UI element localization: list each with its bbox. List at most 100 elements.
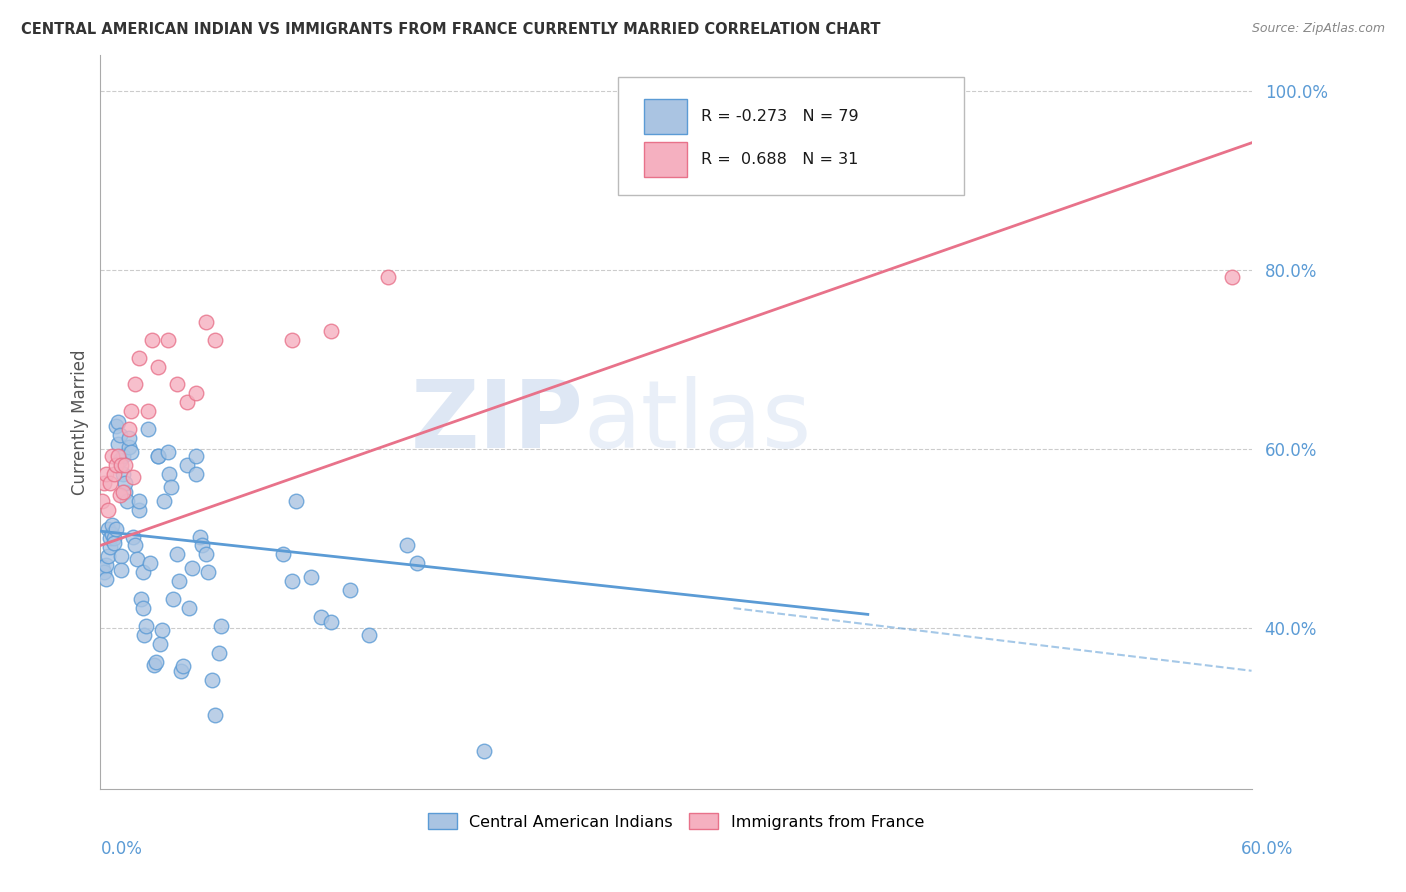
Point: [186, 449, 208, 463]
Text: R = -0.273   N = 79: R = -0.273 N = 79: [702, 110, 859, 124]
Point: [319, 324, 342, 338]
Point: [114, 458, 136, 472]
Point: [201, 673, 224, 687]
Point: [128, 351, 150, 365]
Point: [124, 377, 146, 392]
Point: [176, 458, 198, 472]
Point: [91, 493, 114, 508]
Point: [122, 470, 145, 484]
Text: CENTRAL AMERICAN INDIAN VS IMMIGRANTS FROM FRANCE CURRENTLY MARRIED CORRELATION : CENTRAL AMERICAN INDIAN VS IMMIGRANTS FR…: [21, 22, 880, 37]
Point: [110, 458, 132, 472]
Point: [135, 619, 157, 633]
Point: [156, 333, 179, 347]
Point: [167, 574, 190, 589]
Point: [146, 359, 169, 374]
Point: [339, 583, 361, 598]
Point: [406, 557, 429, 571]
Point: [98, 475, 121, 490]
Point: [299, 570, 322, 584]
Point: [94, 572, 117, 586]
Point: [377, 270, 399, 285]
Point: [204, 333, 226, 347]
Point: [103, 532, 125, 546]
Point: [108, 488, 131, 502]
Point: [131, 601, 153, 615]
Point: [107, 415, 129, 429]
Text: 60.0%: 60.0%: [1241, 840, 1294, 858]
Point: [114, 475, 136, 490]
Point: [110, 549, 132, 564]
Y-axis label: Currently Married: Currently Married: [72, 350, 89, 495]
Point: [103, 536, 125, 550]
Point: [281, 574, 304, 589]
Point: [104, 419, 127, 434]
Point: [472, 744, 495, 758]
Point: [285, 493, 308, 508]
Point: [136, 422, 159, 436]
Point: [156, 444, 179, 458]
Point: [194, 548, 217, 562]
Point: [150, 624, 173, 638]
Point: [172, 659, 194, 673]
Point: [145, 655, 167, 669]
Point: [122, 530, 145, 544]
Point: [93, 475, 115, 490]
Point: [118, 422, 141, 436]
Point: [149, 637, 172, 651]
Point: [177, 601, 200, 615]
Point: [94, 467, 117, 481]
Point: [166, 548, 188, 562]
Point: [125, 552, 148, 566]
Point: [208, 646, 231, 660]
Point: [128, 493, 150, 508]
Point: [281, 333, 304, 347]
Point: [191, 539, 214, 553]
Point: [101, 526, 124, 541]
Text: R =  0.688   N = 31: R = 0.688 N = 31: [702, 152, 859, 167]
Point: [309, 610, 332, 624]
Point: [141, 333, 163, 347]
Point: [108, 452, 131, 467]
Point: [396, 539, 419, 553]
Point: [160, 480, 183, 494]
Legend: Central American Indians, Immigrants from France: Central American Indians, Immigrants fro…: [422, 806, 931, 836]
Point: [107, 449, 129, 463]
Point: [101, 517, 124, 532]
Text: Source: ZipAtlas.com: Source: ZipAtlas.com: [1251, 22, 1385, 36]
Point: [204, 708, 226, 723]
Point: [97, 502, 120, 516]
Point: [93, 566, 115, 580]
Point: [136, 404, 159, 418]
Point: [162, 592, 184, 607]
Point: [118, 431, 141, 445]
Point: [197, 566, 219, 580]
FancyBboxPatch shape: [619, 77, 963, 194]
Point: [170, 664, 193, 678]
Point: [186, 386, 208, 401]
Point: [146, 449, 169, 463]
Bar: [644, 99, 688, 135]
Point: [176, 395, 198, 409]
Point: [143, 658, 166, 673]
Point: [194, 315, 217, 329]
Point: [134, 628, 156, 642]
Point: [146, 449, 169, 463]
Point: [101, 449, 124, 463]
Point: [112, 467, 135, 481]
Point: [97, 522, 120, 536]
Point: [94, 558, 117, 573]
Point: [103, 467, 125, 481]
Point: [112, 449, 135, 463]
Point: [131, 566, 153, 580]
Point: [139, 557, 162, 571]
Point: [124, 539, 146, 553]
Point: [118, 440, 141, 454]
Point: [110, 563, 132, 577]
Text: 0.0%: 0.0%: [101, 840, 143, 858]
Point: [98, 532, 121, 546]
Point: [129, 592, 152, 607]
Point: [319, 615, 342, 629]
Point: [115, 493, 138, 508]
Point: [112, 484, 135, 499]
Point: [357, 628, 380, 642]
